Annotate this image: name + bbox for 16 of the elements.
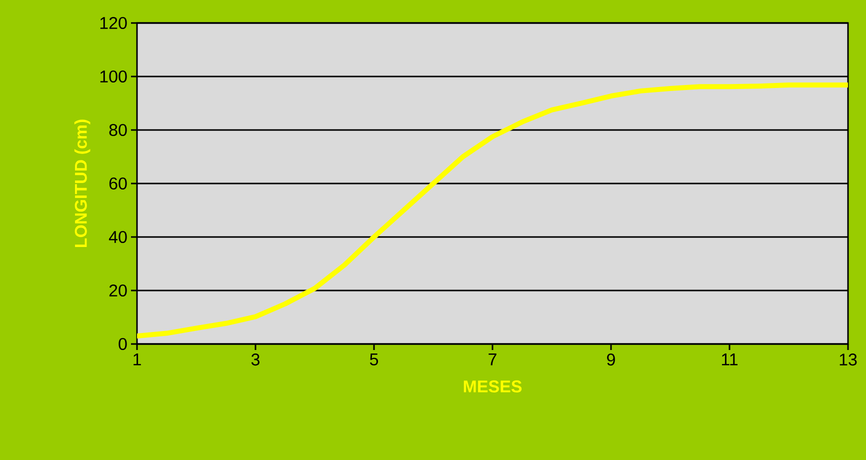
y-tick-label: 40 <box>108 230 127 244</box>
y-tick-label: 100 <box>100 70 127 83</box>
y-tick-label: 120 <box>100 16 127 30</box>
x-axis-title: MESES <box>464 380 522 392</box>
y-tick-label: 20 <box>109 284 127 297</box>
x-tick-label: 3 <box>251 354 260 366</box>
x-tick-label: 9 <box>607 354 615 366</box>
y-tick-label: 0 <box>118 338 127 350</box>
y-tick-label: 80 <box>109 124 127 136</box>
x-tick-label: 5 <box>370 354 378 366</box>
y-tick-label: 60 <box>109 177 127 190</box>
x-tick-label: 7 <box>488 354 496 366</box>
x-tick-label: 11 <box>722 354 738 366</box>
x-tick-label: 1 <box>134 354 141 366</box>
y-axis-title: LONGITUD (cm) <box>74 120 90 248</box>
x-tick-label: 13 <box>840 354 857 366</box>
